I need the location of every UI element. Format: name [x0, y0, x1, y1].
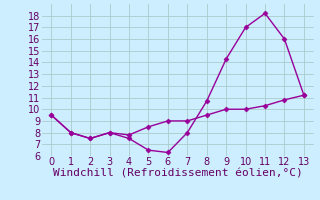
- X-axis label: Windchill (Refroidissement éolien,°C): Windchill (Refroidissement éolien,°C): [53, 169, 302, 179]
